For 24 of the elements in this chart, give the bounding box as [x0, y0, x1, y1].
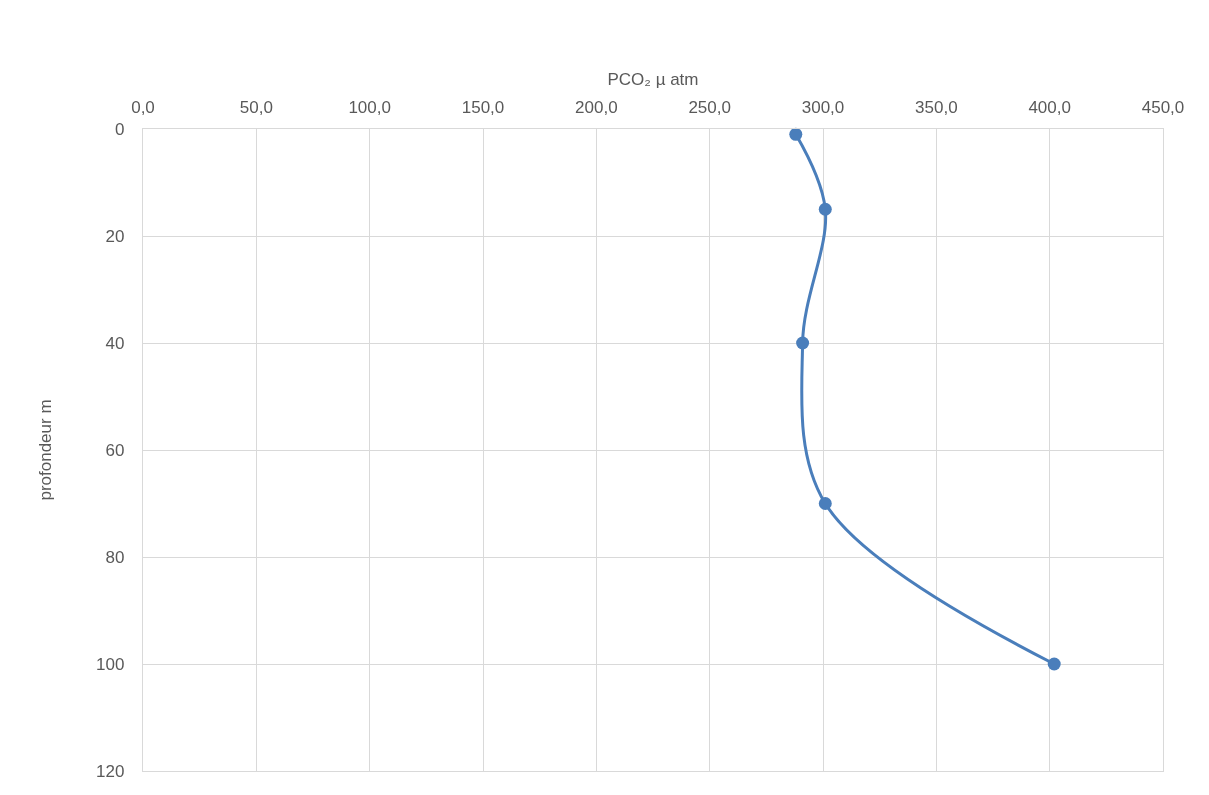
x-tick-label: 200,0 — [575, 98, 618, 118]
y-tick-label: 0 — [114, 119, 125, 139]
point — [1047, 657, 1061, 671]
x-tick-label: 250,0 — [688, 98, 731, 118]
y-tick-label: 40 — [105, 333, 125, 353]
y-tick-label: 60 — [105, 440, 125, 460]
y-axis-title: profondeur m — [35, 399, 55, 501]
y-tick-label: 120 — [96, 761, 125, 781]
x-tick-label: 450,0 — [1141, 98, 1185, 118]
y-tick-label: 80 — [105, 547, 125, 567]
point — [818, 497, 832, 510]
y-tick-label: 100 — [96, 654, 125, 674]
x-tick-label: 50,0 — [239, 98, 273, 118]
x-tick-label: 100,0 — [348, 98, 391, 118]
x-tick-label: 150,0 — [461, 98, 505, 118]
y-tick-label: 20 — [105, 226, 125, 246]
x-tick-label: 300,0 — [801, 98, 845, 118]
point — [789, 127, 803, 141]
x-tick-label: 0,0 — [131, 98, 155, 118]
point — [796, 336, 810, 350]
x-tick-label: 350,0 — [915, 98, 958, 118]
x-tick-label: 400,0 — [1028, 98, 1071, 118]
point — [818, 202, 832, 216]
x-axis-title: PCO₂ µ atm — [607, 69, 699, 89]
